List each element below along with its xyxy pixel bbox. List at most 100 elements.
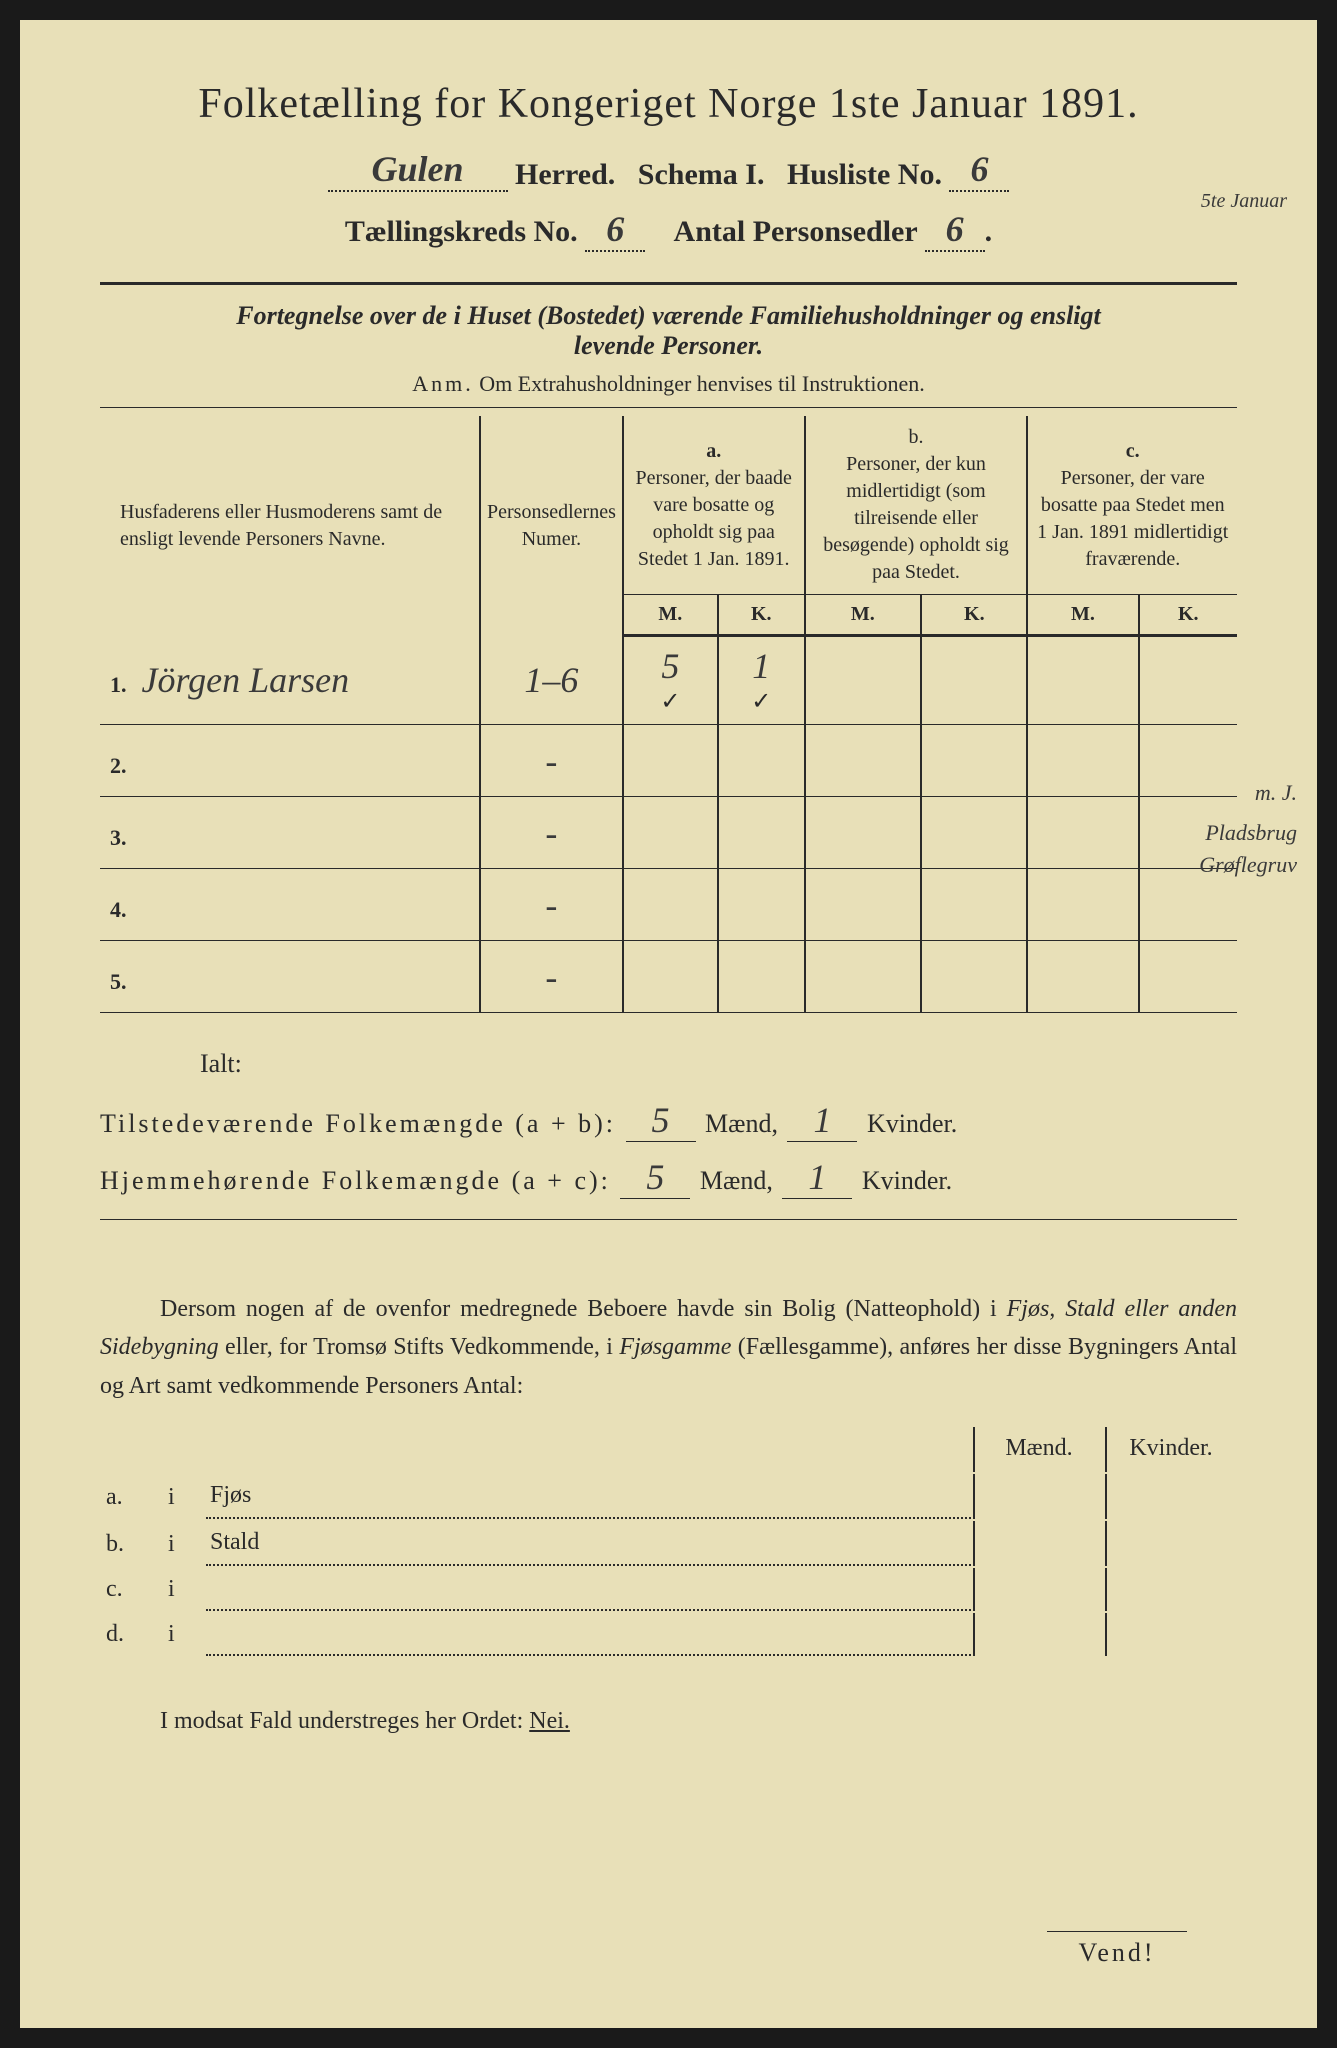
herred-value: Gulen: [328, 148, 508, 192]
side-note-2: Grøflegruv: [1199, 852, 1297, 878]
subtitle: Fortegnelse over de i Huset (Bostedet) v…: [100, 301, 1237, 361]
subtitle-line1a: Fortegnelse over de i Huset (Bostedet) v…: [236, 301, 1101, 330]
census-form-page: Folketælling for Kongeriget Norge 1ste J…: [20, 20, 1317, 2028]
main-title: Folketælling for Kongeriget Norge 1ste J…: [100, 80, 1237, 128]
schema-label: Schema I.: [638, 158, 765, 191]
cell-cM: [1027, 869, 1138, 941]
cell-aM: [623, 797, 718, 869]
mk-cK: K.: [1139, 595, 1237, 636]
mk-bM: M.: [805, 595, 922, 636]
b-k: [1105, 1521, 1235, 1566]
cell-cM: [1027, 941, 1138, 1013]
building-row: c.i: [102, 1568, 1235, 1611]
tilstede-k: 1: [787, 1099, 857, 1142]
cell-bK: [921, 941, 1027, 1013]
cell-aK: [718, 725, 805, 797]
mk-aK: K.: [718, 595, 805, 636]
header-line-2: Gulen Herred. Schema I. Husliste No. 6: [100, 148, 1237, 192]
building-row: a.iFjøs: [102, 1474, 1235, 1519]
b-k: [1105, 1568, 1235, 1611]
cell-aM: [623, 725, 718, 797]
hjemme-k: 1: [782, 1156, 852, 1199]
personsedler-value: 6: [925, 208, 985, 252]
hjemme-m: 5: [620, 1156, 690, 1199]
building-row: d.i: [102, 1613, 1235, 1656]
divider-thin: [100, 407, 1237, 408]
husliste-label: Husliste No.: [787, 158, 942, 191]
ialt-label: Ialt:: [200, 1049, 1237, 1079]
b-i: i: [164, 1613, 204, 1656]
cell-aM: [623, 941, 718, 1013]
b-label: [206, 1613, 971, 1656]
side-note-1: Pladsbrug: [1205, 820, 1297, 846]
side-note-top: m. J.: [1255, 780, 1297, 806]
cell-bM: [805, 941, 922, 1013]
col-c-header: c. Personer, der vare bosatte paa Stedet…: [1027, 416, 1237, 595]
col-b-header: b. Personer, der kun midlertidigt (som t…: [805, 416, 1028, 595]
table-row: 5. -: [100, 941, 1237, 1013]
kreds-label: Tællingskreds No.: [345, 215, 578, 248]
b-letter: b.: [102, 1521, 162, 1566]
b-m: [973, 1474, 1103, 1519]
subtitle-line1b: levende Personer.: [574, 331, 763, 360]
mk-bK: K.: [921, 595, 1027, 636]
name-cell: 4.: [100, 869, 480, 941]
margin-date: 5te Januar: [1201, 190, 1287, 213]
col-a-letter: a.: [706, 440, 721, 462]
cell-aK: 1✓: [718, 636, 805, 725]
note-rest: Om Extrahusholdninger henvises til Instr…: [479, 371, 924, 396]
cell-num: -: [480, 797, 623, 869]
col-a-header: a. Personer, der baade vare bosatte og o…: [623, 416, 805, 595]
cell-num: -: [480, 869, 623, 941]
cell-cM: [1027, 797, 1138, 869]
note-prefix: Anm.: [412, 371, 474, 396]
b-k: [1105, 1474, 1235, 1519]
cell-bK: [921, 725, 1027, 797]
name-cell: 3.: [100, 797, 480, 869]
cell-aK: [718, 869, 805, 941]
col-b-letter: b.: [909, 426, 924, 448]
cell-num: -: [480, 725, 623, 797]
table-row: 4. -: [100, 869, 1237, 941]
vend-label: Vend!: [1047, 1931, 1187, 1968]
mk-aM: M.: [623, 595, 718, 636]
cell-aM: 5✓: [623, 636, 718, 725]
table-row: 2. -: [100, 725, 1237, 797]
herred-label: Herred.: [515, 158, 615, 191]
name-cell: 5.: [100, 941, 480, 1013]
cell-bM: [805, 725, 922, 797]
b-i: i: [164, 1568, 204, 1611]
col-a-text: Personer, der baade vare bosatte og opho…: [636, 467, 792, 570]
note: Anm. Om Extrahusholdninger henvises til …: [100, 371, 1237, 397]
b-i: i: [164, 1474, 204, 1519]
kreds-value: 6: [585, 208, 645, 252]
cell-bM: [805, 869, 922, 941]
cell-cK: [1139, 636, 1237, 725]
b-letter: d.: [102, 1613, 162, 1656]
b-letter: a.: [102, 1474, 162, 1519]
para-t2: eller, for Tromsø Stifts Vedkommende, i: [219, 1334, 620, 1360]
hjemme-label: Hjemmehørende Folkemængde (a + c):: [100, 1166, 611, 1195]
b-label: Stald: [206, 1521, 971, 1566]
cell-cM: [1027, 636, 1138, 725]
mk-cM: M.: [1027, 595, 1138, 636]
building-table: Mænd. Kvinder. a.iFjøsb.iStaldc.id.i: [100, 1425, 1237, 1658]
b-k: [1105, 1613, 1235, 1656]
b-m: [973, 1568, 1103, 1611]
cell-num: -: [480, 941, 623, 1013]
tilstede-m: 5: [626, 1099, 696, 1142]
cell-num: 1–6: [480, 636, 623, 725]
cell-cK: [1139, 941, 1237, 1013]
divider: [100, 282, 1237, 285]
kvinder-2: Kvinder.: [862, 1166, 952, 1195]
cell-bK: [921, 797, 1027, 869]
para-t1: Dersom nogen af de ovenfor medregnede Be…: [160, 1296, 1007, 1322]
name-cell: 1. Jörgen Larsen: [100, 636, 480, 725]
maend-2: Mænd,: [700, 1166, 773, 1195]
name-cell: 2.: [100, 725, 480, 797]
maend-1: Mænd,: [705, 1109, 778, 1138]
kvinder-1: Kvinder.: [867, 1109, 957, 1138]
table-row: 3. -: [100, 797, 1237, 869]
cell-cM: [1027, 725, 1138, 797]
totals-line-1: Tilstedeværende Folkemængde (a + b): 5 M…: [100, 1099, 1237, 1142]
